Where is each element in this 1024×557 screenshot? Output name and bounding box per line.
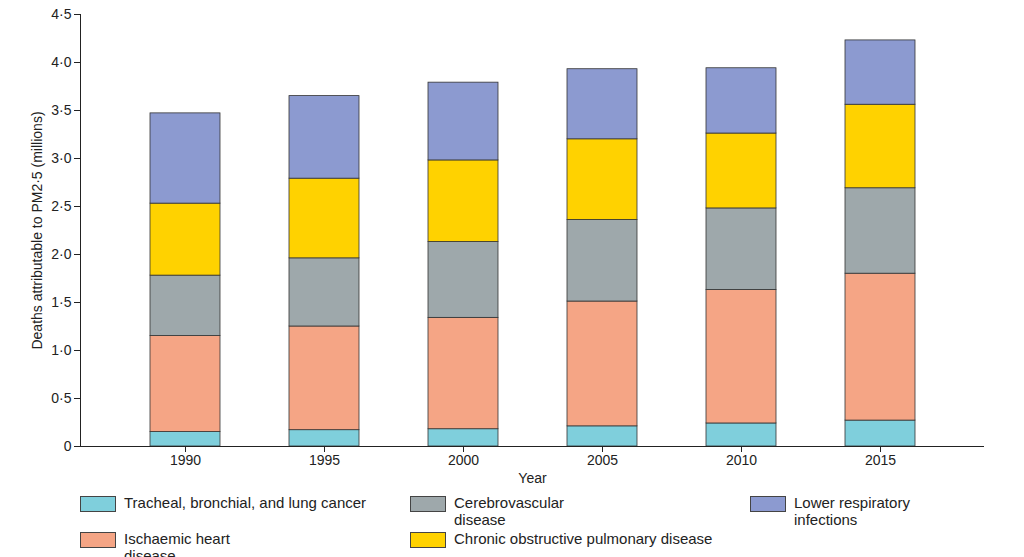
svg-text:3·0: 3·0: [51, 150, 71, 166]
svg-text:0·5: 0·5: [51, 390, 71, 406]
svg-text:2·0: 2·0: [51, 246, 71, 262]
svg-text:1·0: 1·0: [51, 342, 71, 358]
html-text:Cerebrovascular disease: Cerebrovascular disease: [454, 494, 564, 528]
svg-text:2·5: 2·5: [51, 198, 71, 214]
svg-text:3·5: 3·5: [51, 102, 71, 118]
svg-text:1·5: 1·5: [51, 294, 71, 310]
svg-text:4·5: 4·5: [51, 6, 71, 22]
svg-text:2000: 2000: [448, 452, 479, 468]
svg-text:2015: 2015: [865, 452, 896, 468]
svg-text:1990: 1990: [170, 452, 201, 468]
svg-text:Year: Year: [518, 470, 547, 486]
svg-text:0: 0: [64, 438, 72, 454]
html-text:Lower respiratory infections: Lower respiratory infections: [794, 494, 910, 528]
svg-text:4·0: 4·0: [51, 54, 71, 70]
svg-text:2005: 2005: [587, 452, 618, 468]
svg-text:1995: 1995: [309, 452, 340, 468]
html-text:Chronic obstructive pulmonary: Chronic obstructive pulmonary disease: [454, 530, 713, 547]
svg-text:Deaths attributable to PM2·5 (: Deaths attributable to PM2·5 (millions): [29, 111, 45, 349]
html-text:Tracheal, bronchial, and lung: Tracheal, bronchial, and lung cancer: [124, 494, 367, 511]
svg-text:2010: 2010: [726, 452, 757, 468]
